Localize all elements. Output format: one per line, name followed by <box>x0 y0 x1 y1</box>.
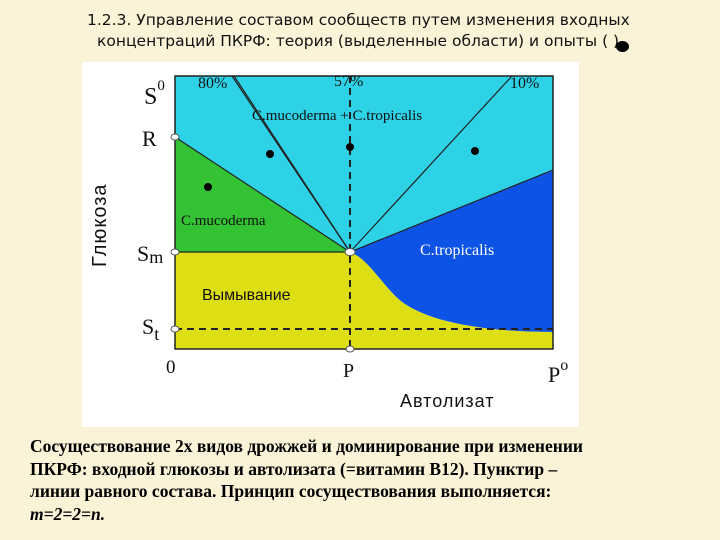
region-tropicalis <box>350 170 553 332</box>
plot-frame <box>174 75 554 350</box>
x-axis-label: Автолизат <box>400 391 495 411</box>
top-percent-10: 10% <box>510 75 539 92</box>
y-tick-s0-sup: 0 <box>157 78 165 94</box>
filled-circle-icon <box>616 41 629 52</box>
y-axis-label: Глюкоза <box>89 183 111 267</box>
x-tick-p: P <box>343 360 354 382</box>
region-label-washout: Вымывание <box>202 287 291 304</box>
y-tick-sm-sub: m <box>149 247 163 267</box>
slide-title-line1: 1.2.3. Управление составом сообществ пут… <box>87 11 630 29</box>
caption-line2: ПКРФ: входной глюкозы и автолизата (=вит… <box>30 458 558 479</box>
y-tick-s0: S0 <box>144 78 165 110</box>
experiment-dot <box>266 150 274 158</box>
marker-p-axis <box>345 345 355 353</box>
y-tick-sm: Sm <box>137 241 163 267</box>
experiment-dot <box>346 143 354 151</box>
y-tick-st-letter: S <box>142 314 154 339</box>
x-tick-p0-letter: P <box>548 362 560 387</box>
top-percent-80: 80% <box>198 75 227 92</box>
y-tick-st-sub: t <box>154 324 159 344</box>
region-label-mucoderma: C.mucoderma <box>181 213 266 229</box>
experiment-dot <box>204 183 212 191</box>
caption-line3: линии равного состава. Принцип сосуществ… <box>30 481 552 502</box>
x-tick-p0-sup: o <box>560 357 568 374</box>
phase-diagram: C.mucoderma + C.tropicalis C.mucoderma C… <box>82 62 579 427</box>
y-tick-sm-letter: S <box>137 241 149 266</box>
x-tick-origin: 0 <box>166 357 176 378</box>
boundary-line-mixed-tropicalis <box>349 169 554 253</box>
ray-left <box>233 75 351 253</box>
ray-right <box>349 75 513 253</box>
y-tick-st: St <box>142 314 159 344</box>
marker-sm <box>170 248 180 256</box>
caption: Сосуществование 2х видов дрожжей и домин… <box>30 435 700 525</box>
y-tick-r: R <box>142 126 157 151</box>
phase-diagram-svg: C.mucoderma + C.tropicalis C.mucoderma C… <box>89 73 568 411</box>
top-percent-57: 57% <box>334 73 363 90</box>
boundary-line-r-p <box>174 136 351 253</box>
marker-st <box>170 325 180 333</box>
region-washout <box>175 252 553 349</box>
region-label-tropicalis: C.tropicalis <box>420 242 494 259</box>
x-tick-p0: Po <box>548 357 568 387</box>
caption-line4: m=2=2=n. <box>30 503 106 524</box>
y-tick-s0-letter: S <box>144 84 157 110</box>
region-label-mixed: C.mucoderma + C.tropicalis <box>252 108 422 124</box>
marker-p-center <box>344 248 356 256</box>
experiment-dot <box>471 147 479 155</box>
caption-line1: Сосуществование 2х видов дрожжей и домин… <box>30 436 584 456</box>
marker-r <box>170 133 180 141</box>
slide-title-line2: концентраций ПКРФ: теория (выделенные об… <box>97 32 620 50</box>
